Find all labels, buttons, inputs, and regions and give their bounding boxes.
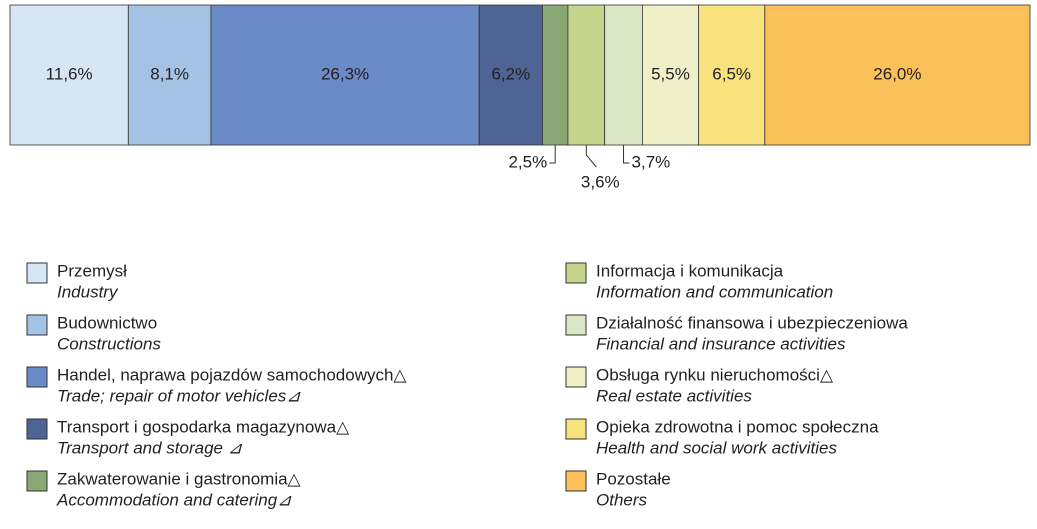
legend-swatch [565, 314, 587, 336]
legend-label: Handel, naprawa pojazdów samochodowych△ [57, 365, 407, 384]
value-label: 11,6% [46, 64, 93, 83]
legend-swatch [565, 262, 587, 284]
legend-swatch [565, 470, 587, 492]
legend-swatch [565, 366, 587, 388]
legend-swatch [26, 262, 48, 284]
legend-label: Informacja i komunikacja [596, 261, 784, 280]
legend-swatch [26, 366, 48, 388]
legend-label-en: Accommodation and catering⊿ [56, 490, 292, 509]
legend-label: Zakwaterowanie i gastronomia△ [57, 469, 302, 488]
leader-line [585, 145, 597, 168]
legend-swatch [26, 314, 48, 336]
legend-label: Budownictwo [57, 313, 157, 332]
value-label: 5,5% [651, 64, 690, 83]
bar-segment [642, 4, 699, 146]
leader-line [623, 145, 630, 164]
legend-label: Działalność finansowa i ubezpieczeniowa [596, 313, 908, 332]
value-label: 6,5% [712, 64, 751, 83]
legend-label-en: Trade; repair of motor vehicles⊿ [57, 386, 301, 405]
bar-segment [127, 4, 212, 146]
legend-label: Pozostałe [596, 469, 671, 488]
bar-segment [9, 4, 129, 146]
bar-segment [210, 4, 480, 146]
legend-label: Obsługa rynku nieruchomości△ [596, 365, 834, 384]
legend-swatch [565, 418, 587, 440]
value-label: 6,2% [491, 64, 530, 83]
legend-label-en: Real estate activities [596, 386, 752, 405]
bar-segment [478, 4, 543, 146]
bar-segment [604, 4, 643, 146]
value-label: 26,0% [873, 64, 921, 83]
value-label: 2,5% [508, 152, 547, 171]
legend-label-en: Transport and storage ⊿ [57, 438, 243, 457]
legend-label: Opieka zdrowotna i pomoc społeczna [596, 417, 879, 436]
legend-label-en: Constructions [57, 334, 161, 353]
legend-label-en: Health and social work activities [596, 438, 837, 457]
legend-swatch [26, 470, 48, 492]
value-label: 26,3% [321, 64, 369, 83]
bar-segment [567, 4, 606, 146]
bar-segment [542, 4, 569, 146]
value-label: 3,7% [632, 152, 671, 171]
bar-segment [698, 4, 766, 146]
value-label: 3,6% [581, 172, 620, 191]
legend-label-en: Others [596, 490, 648, 509]
legend-label: Przemysł [57, 261, 127, 280]
value-label: 8,1% [150, 64, 189, 83]
legend-swatch [26, 418, 48, 440]
legend-label: Transport i gospodarka magazynowa△ [57, 417, 350, 436]
legend-label-en: Information and communication [596, 282, 833, 301]
legend-label-en: Industry [57, 282, 119, 301]
legend-label-en: Financial and insurance activities [596, 334, 846, 353]
leader-line [549, 145, 556, 164]
bar-segment [764, 4, 1031, 146]
